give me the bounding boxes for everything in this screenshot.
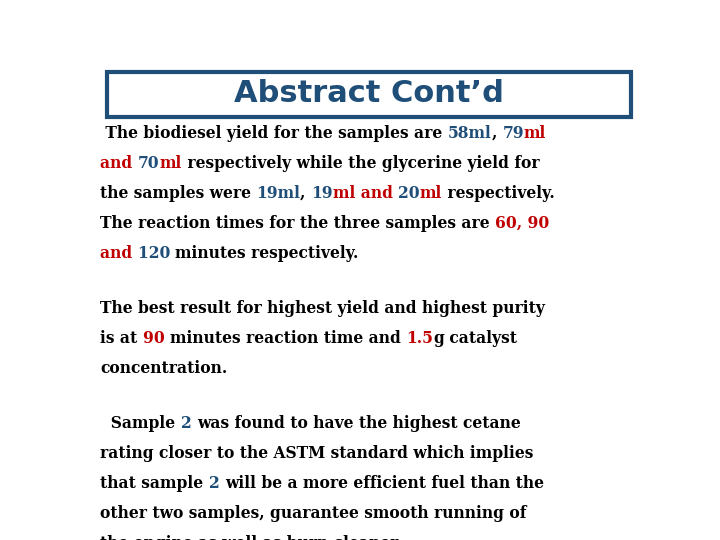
Text: Sample: Sample: [100, 415, 181, 433]
Text: g: g: [433, 330, 444, 347]
Text: is at: is at: [100, 330, 143, 347]
Text: will be a more efficient fuel than the: will be a more efficient fuel than the: [225, 475, 544, 492]
Text: 58ml: 58ml: [448, 125, 492, 142]
Text: 2: 2: [181, 415, 197, 433]
Text: catalyst: catalyst: [444, 330, 517, 347]
Text: 60, 90: 60, 90: [495, 215, 549, 232]
Text: The biodiesel yield for the samples are: The biodiesel yield for the samples are: [100, 125, 448, 142]
Text: 120: 120: [138, 245, 176, 262]
Text: respectively.: respectively.: [442, 185, 555, 202]
Text: 79: 79: [503, 125, 524, 142]
Text: was found to have the highest cetane: was found to have the highest cetane: [197, 415, 521, 433]
Text: ml: ml: [159, 155, 181, 172]
Text: 19ml: 19ml: [256, 185, 300, 202]
Text: ,: ,: [300, 185, 311, 202]
Text: other two samples, guarantee smooth running of: other two samples, guarantee smooth runn…: [100, 505, 526, 522]
Text: 90: 90: [143, 330, 170, 347]
FancyBboxPatch shape: [107, 72, 631, 117]
Text: 2: 2: [209, 475, 225, 492]
Text: The best result for highest yield and highest purity: The best result for highest yield and hi…: [100, 300, 545, 317]
Text: ml: ml: [420, 185, 442, 202]
Text: 1.5: 1.5: [406, 330, 433, 347]
Text: rating closer to the ASTM standard which implies: rating closer to the ASTM standard which…: [100, 446, 534, 462]
Text: 20: 20: [398, 185, 420, 202]
Text: ,: ,: [492, 125, 503, 142]
Text: and: and: [100, 245, 138, 262]
Text: the engine as well as burn cleaner.: the engine as well as burn cleaner.: [100, 535, 402, 540]
Text: Abstract Cont’d: Abstract Cont’d: [234, 79, 504, 109]
Text: and: and: [100, 155, 138, 172]
Text: ml: ml: [524, 125, 546, 142]
Text: concentration.: concentration.: [100, 360, 228, 377]
Text: 19: 19: [311, 185, 333, 202]
Text: The reaction times for the three samples are: The reaction times for the three samples…: [100, 215, 495, 232]
Text: minutes respectively.: minutes respectively.: [176, 245, 359, 262]
Text: 70: 70: [138, 155, 159, 172]
Text: ml and: ml and: [333, 185, 398, 202]
Text: the samples were: the samples were: [100, 185, 256, 202]
Text: minutes reaction time and: minutes reaction time and: [170, 330, 406, 347]
Text: that sample: that sample: [100, 475, 209, 492]
Text: respectively while the glycerine yield for: respectively while the glycerine yield f…: [181, 155, 539, 172]
